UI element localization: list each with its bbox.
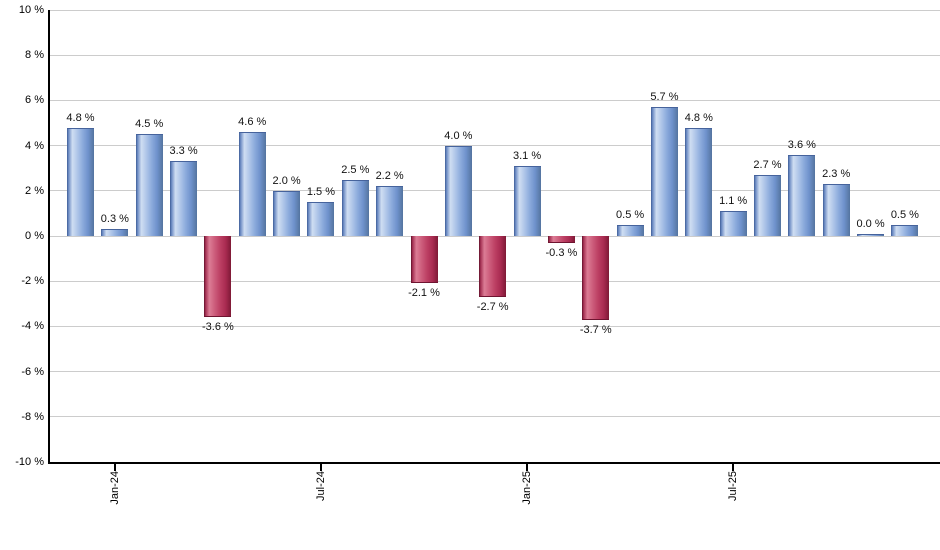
bar-value-label: 2.0 % xyxy=(272,174,301,187)
bar-value-label: 5.7 % xyxy=(650,91,679,104)
y-tick-label: 8 % xyxy=(25,49,44,62)
bar xyxy=(101,229,129,236)
x-tick xyxy=(732,462,735,471)
bar-value-label: -2.1 % xyxy=(408,287,440,300)
bar-value-label: 4.0 % xyxy=(444,129,473,142)
y-tick-label: 4 % xyxy=(25,139,44,152)
y-tick-label: -4 % xyxy=(21,320,44,333)
bar xyxy=(444,145,472,236)
y-tick-label: -10 % xyxy=(15,456,44,468)
y-tick-label: -6 % xyxy=(21,365,44,378)
bar-value-label: 4.6 % xyxy=(238,116,267,129)
bar xyxy=(582,236,610,320)
y-tick-label: -8 % xyxy=(21,410,44,423)
x-tick xyxy=(319,462,322,471)
bar xyxy=(479,236,507,298)
y-tick-label: 2 % xyxy=(25,184,44,197)
bar-value-label: -3.6 % xyxy=(201,321,234,334)
y-tick-label: -2 % xyxy=(21,275,44,288)
bar xyxy=(135,134,163,236)
x-tick-label: Jan-25 xyxy=(521,471,534,505)
bar-value-label: 3.3 % xyxy=(169,145,198,158)
bar xyxy=(857,234,885,236)
bar xyxy=(170,161,198,236)
y-tick-label: 6 % xyxy=(25,94,44,107)
bar xyxy=(891,224,919,236)
bar xyxy=(685,127,713,236)
bar-value-label: -3.7 % xyxy=(579,323,612,336)
bar xyxy=(67,127,94,236)
gridline xyxy=(48,54,940,56)
bar xyxy=(719,211,747,236)
bar-value-label: -0.3 % xyxy=(545,246,578,259)
x-tick xyxy=(526,462,529,471)
bar-value-label: 2.5 % xyxy=(341,163,370,176)
bar-value-label: 3.6 % xyxy=(787,138,816,151)
bar xyxy=(204,236,232,318)
bar-value-label: 2.3 % xyxy=(822,168,851,181)
bar-value-label: 0.5 % xyxy=(616,208,645,221)
y-axis-line xyxy=(48,10,50,464)
bar-value-label: 0.5 % xyxy=(890,208,919,221)
bar-value-label: 0.0 % xyxy=(856,218,885,230)
bar xyxy=(547,236,575,243)
bar-value-label: 2.2 % xyxy=(375,170,404,183)
bar-value-label: 1.5 % xyxy=(306,186,335,199)
bar xyxy=(513,165,541,236)
x-tick-label: Jul-24 xyxy=(314,471,327,501)
gridline xyxy=(48,9,940,11)
bar xyxy=(410,236,438,284)
bar-value-label: 0.3 % xyxy=(100,213,129,226)
x-tick-label: Jul-25 xyxy=(727,471,740,501)
bar xyxy=(273,190,301,236)
x-tick-label: Jan-24 xyxy=(108,471,121,505)
x-tick xyxy=(113,462,116,471)
x-axis-line xyxy=(48,462,940,464)
bar-value-label: 4.8 % xyxy=(684,111,713,124)
bar xyxy=(822,184,850,236)
bar xyxy=(341,179,369,236)
gridline xyxy=(48,99,940,101)
bar-value-label: -2.7 % xyxy=(476,301,509,314)
gridline xyxy=(48,190,940,192)
gridline xyxy=(48,145,940,147)
y-tick-label: 0 % xyxy=(25,230,44,242)
bar-value-label: 4.8 % xyxy=(66,111,95,124)
gridline xyxy=(48,416,940,418)
bar xyxy=(238,132,266,236)
bar xyxy=(650,107,678,236)
gridline xyxy=(48,325,940,327)
gridline xyxy=(48,371,940,373)
bar xyxy=(754,174,781,236)
bar-value-label: 1.1 % xyxy=(719,195,748,208)
y-tick-label: 10 % xyxy=(18,4,44,16)
plot-area: 4.8 % 0.3 % 4.5 % 3.3 % -3.6 % 4.6 % 2.0 % 1.5 … xyxy=(48,9,940,462)
bar xyxy=(788,154,816,236)
bar xyxy=(376,186,404,236)
bar xyxy=(307,202,335,236)
bar xyxy=(616,224,644,236)
bar-value-label: 3.1 % xyxy=(512,149,542,162)
bar-value-label: 4.5 % xyxy=(135,118,164,131)
bar-value-label: 2.7 % xyxy=(753,158,782,171)
